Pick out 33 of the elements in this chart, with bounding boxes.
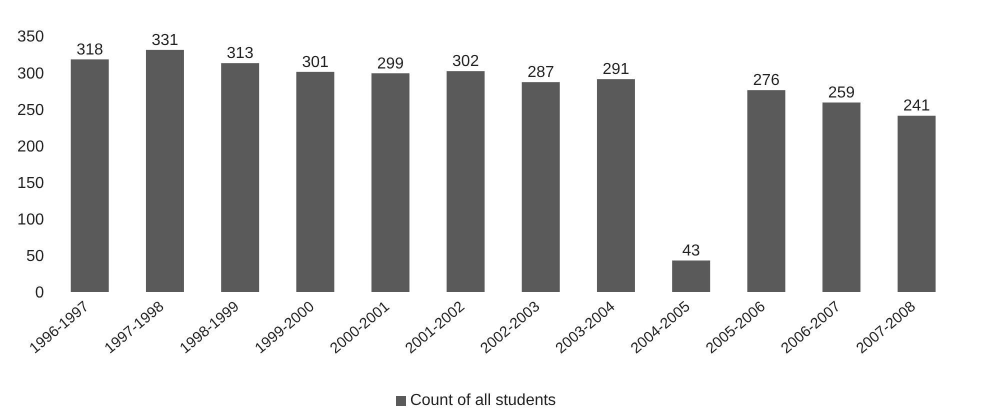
y-tick-label: 250 [17,102,44,119]
y-tick-label: 50 [26,248,44,266]
y-tick-label: 300 [17,65,44,82]
data-label: 331 [152,32,178,49]
bar [371,73,410,292]
data-label: 276 [752,72,780,90]
data-label: 43 [682,242,700,260]
data-label: 313 [226,45,254,62]
bar [596,79,635,292]
bar [747,90,786,292]
bar [672,260,710,292]
data-label: 301 [302,54,329,71]
data-label: 287 [527,64,554,82]
y-tick-label: 150 [17,174,44,192]
bar [898,116,936,292]
bar [70,59,109,292]
data-label: 259 [828,84,855,102]
data-label: 302 [452,53,480,70]
bar [296,72,334,292]
data-label: 299 [377,55,404,72]
y-tick-label: 350 [17,28,44,46]
bar [221,63,260,292]
data-label: 291 [602,61,630,78]
legend-label: Count of all students [410,392,556,409]
data-label: 318 [76,41,104,58]
bar [446,71,485,292]
y-tick-label: 0 [35,284,44,302]
bar [822,102,860,292]
data-label: 241 [903,98,930,115]
y-tick-label: 100 [17,212,44,229]
bar [522,82,560,292]
bar [146,50,184,292]
y-tick-label: 200 [17,138,44,156]
